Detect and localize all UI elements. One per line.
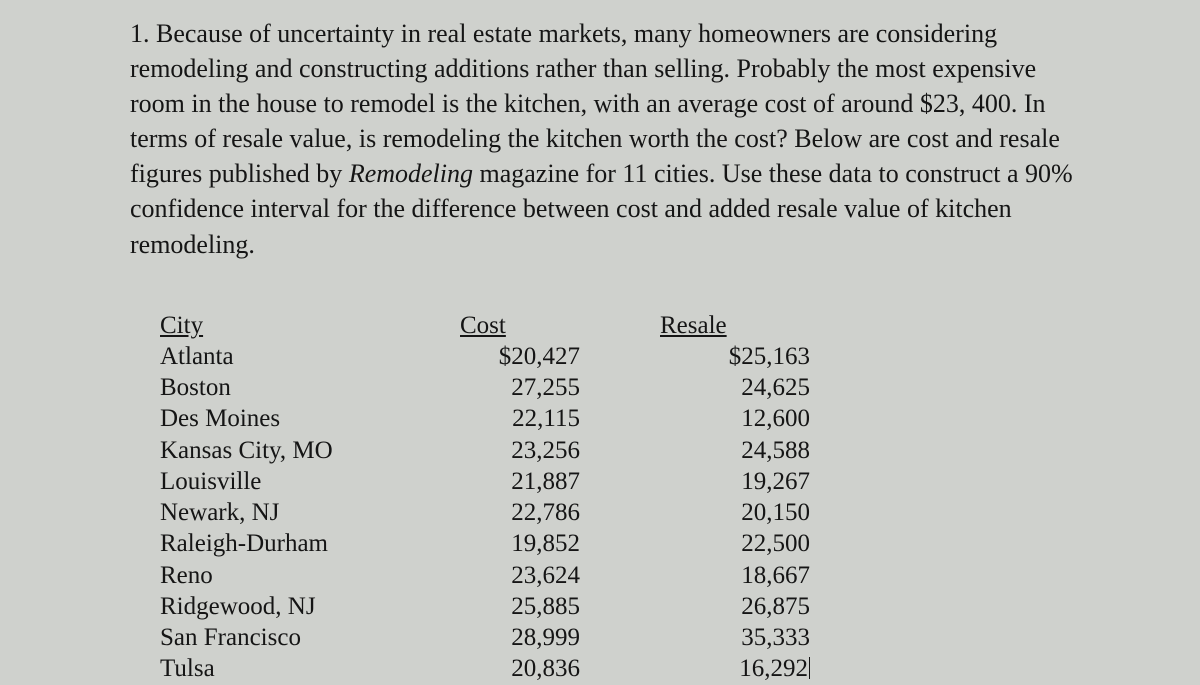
cell-city: Boston xyxy=(160,372,460,403)
table-row: Kansas City, MO 23,256 24,588 xyxy=(160,435,1090,466)
table-row: Des Moines 22,115 12,600 xyxy=(160,403,1090,434)
cell-city: Atlanta xyxy=(160,341,460,372)
cell-cost: 22,115 xyxy=(460,403,660,434)
cell-city: Des Moines xyxy=(160,403,460,434)
table-row: Louisville 21,887 19,267 xyxy=(160,466,1090,497)
cell-city: San Francisco xyxy=(160,622,460,653)
data-table: City Cost Resale Atlanta $20,427 $25,163… xyxy=(160,310,1090,685)
header-resale: Resale xyxy=(660,310,810,341)
table-row: Ridgewood, NJ 25,885 26,875 xyxy=(160,591,1090,622)
table-row: Atlanta $20,427 $25,163 xyxy=(160,341,1090,372)
cell-resale: 20,150 xyxy=(660,497,810,528)
page: 1. Because of uncertainty in real estate… xyxy=(0,0,1200,685)
table-row: Newark, NJ 22,786 20,150 xyxy=(160,497,1090,528)
header-city: City xyxy=(160,310,460,341)
cell-cost: 23,256 xyxy=(460,435,660,466)
text-cursor xyxy=(809,657,810,679)
cell-resale: 35,333 xyxy=(660,622,810,653)
table-row: Reno 23,624 18,667 xyxy=(160,560,1090,591)
table-row: Boston 27,255 24,625 xyxy=(160,372,1090,403)
cell-city: Tulsa xyxy=(160,653,460,684)
cell-resale: 24,625 xyxy=(660,372,810,403)
cell-resale: 24,588 xyxy=(660,435,810,466)
cell-resale: 26,875 xyxy=(660,591,810,622)
question-text: 1. Because of uncertainty in real estate… xyxy=(130,16,1090,262)
table-row: Raleigh-Durham 19,852 22,500 xyxy=(160,528,1090,559)
cell-city: Ridgewood, NJ xyxy=(160,591,460,622)
cell-city: Raleigh-Durham xyxy=(160,528,460,559)
cell-cost: 19,852 xyxy=(460,528,660,559)
header-cost: Cost xyxy=(460,310,660,341)
cell-cost: 25,885 xyxy=(460,591,660,622)
cell-resale: 16,292 xyxy=(660,653,810,684)
table-header-row: City Cost Resale xyxy=(160,310,1090,341)
cell-city: Louisville xyxy=(160,466,460,497)
cell-cost: 22,786 xyxy=(460,497,660,528)
cell-city: Reno xyxy=(160,560,460,591)
cell-resale: $25,163 xyxy=(660,341,810,372)
cell-cost: 28,999 xyxy=(460,622,660,653)
cell-cost: 21,887 xyxy=(460,466,660,497)
cell-resale: 18,667 xyxy=(660,560,810,591)
question-italic: Remodeling xyxy=(349,159,473,188)
cell-resale: 19,267 xyxy=(660,466,810,497)
table-row: San Francisco 28,999 35,333 xyxy=(160,622,1090,653)
cell-city: Kansas City, MO xyxy=(160,435,460,466)
cell-city: Newark, NJ xyxy=(160,497,460,528)
table-row: Tulsa 20,836 16,292 xyxy=(160,653,1090,684)
cell-resale: 22,500 xyxy=(660,528,810,559)
cell-cost: 27,255 xyxy=(460,372,660,403)
cell-resale: 12,600 xyxy=(660,403,810,434)
cell-cost: 23,624 xyxy=(460,560,660,591)
cell-cost: $20,427 xyxy=(460,341,660,372)
cell-cost: 20,836 xyxy=(460,653,660,684)
